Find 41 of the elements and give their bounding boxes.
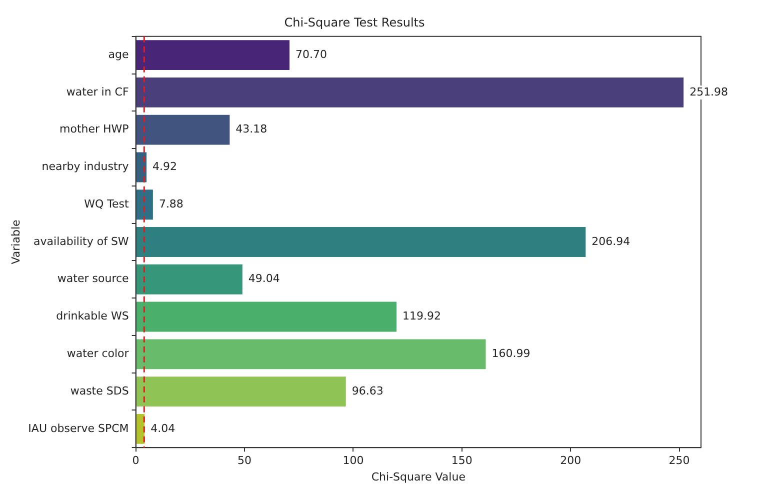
data-label: 70.70 xyxy=(296,48,327,61)
y-tick-label: water color xyxy=(66,347,130,360)
x-tick-label: 250 xyxy=(668,454,690,468)
data-label: 7.88 xyxy=(158,197,184,210)
y-tick-label: nearby industry xyxy=(42,160,130,174)
bar xyxy=(136,414,145,444)
x-tick-label: 150 xyxy=(451,454,472,468)
x-tick-label: 0 xyxy=(132,454,140,468)
x-tick-label: 50 xyxy=(238,454,252,468)
bar xyxy=(136,264,242,294)
y-tick-label: WQ Test xyxy=(84,197,130,210)
x-axis-title: Chi-Square Value xyxy=(371,470,466,484)
bar xyxy=(136,227,586,257)
data-label: 251.98 xyxy=(690,85,728,98)
y-tick-label: mother HWP xyxy=(60,122,130,136)
data-label: 43.18 xyxy=(236,122,268,136)
chart-title: Chi-Square Test Results xyxy=(284,15,425,30)
y-tick-label: drinkable WS xyxy=(56,310,129,323)
data-label: 96.63 xyxy=(352,384,384,398)
data-label: 206.94 xyxy=(592,234,630,248)
y-tick-label: waste SDS xyxy=(70,384,129,398)
bar xyxy=(136,78,684,108)
data-label: 49.04 xyxy=(248,272,280,286)
bar xyxy=(136,302,396,332)
y-tick-label: water in CF xyxy=(66,85,129,98)
bar xyxy=(136,376,346,406)
data-label: 4.04 xyxy=(150,422,176,435)
bar xyxy=(136,114,230,145)
y-tick-label: availability of SW xyxy=(34,234,129,248)
x-tick-label: 100 xyxy=(342,454,364,468)
data-label: 119.92 xyxy=(402,310,441,323)
bar xyxy=(136,40,290,70)
data-label: 160.99 xyxy=(492,347,530,360)
y-tick-label: IAU observe SPCM xyxy=(28,422,129,435)
data-label: 4.92 xyxy=(152,160,178,174)
y-axis-title: Variable xyxy=(9,220,22,264)
x-tick-label: 200 xyxy=(560,454,582,468)
bar xyxy=(136,339,486,370)
y-tick-label: water source xyxy=(57,272,130,286)
bar xyxy=(136,190,153,220)
y-tick-label: age xyxy=(108,48,130,61)
